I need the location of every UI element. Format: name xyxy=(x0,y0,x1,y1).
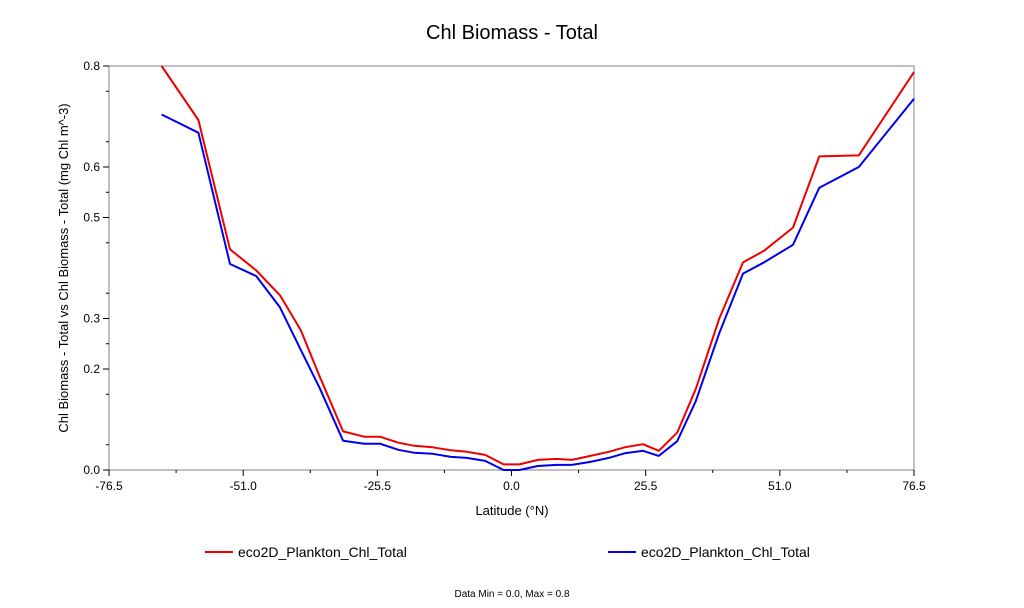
y-tick-label: 0.2 xyxy=(83,362,100,376)
series-group xyxy=(160,65,915,471)
x-axis: -76.5 -51.0 -25.5 0.0 25.5 51.0 76.5 xyxy=(95,470,926,493)
y-tick-label: 0.3 xyxy=(83,312,100,326)
series-line-0 xyxy=(160,65,915,466)
x-tick-label: 0.0 xyxy=(503,479,520,493)
x-tick-label: -76.5 xyxy=(95,479,123,493)
legend: eco2D_Plankton_Chl_Total eco2D_Plankton_… xyxy=(205,544,810,560)
y-tick-label: 0.5 xyxy=(83,211,100,225)
y-axis-label: Chl Biomass - Total vs Chl Biomass - Tot… xyxy=(56,103,71,432)
x-tick-label: 76.5 xyxy=(902,479,926,493)
data-range-note: Data Min = 0.0, Max = 0.8 xyxy=(454,589,569,600)
series-line-1 xyxy=(161,98,915,471)
x-tick-label: 25.5 xyxy=(634,479,658,493)
x-axis-label: Latitude (°N) xyxy=(475,503,548,518)
x-tick-label: 51.0 xyxy=(768,479,792,493)
legend-label-1: eco2D_Plankton_Chl_Total xyxy=(641,544,810,560)
plot-frame xyxy=(108,65,915,471)
chart-title: Chl Biomass - Total xyxy=(426,22,598,44)
y-axis: 0.0 0.2 0.3 0.5 0.6 0.8 xyxy=(83,59,109,477)
x-tick-label: -25.5 xyxy=(364,479,392,493)
plot-area xyxy=(108,65,915,471)
y-tick-label: 0.6 xyxy=(83,160,100,174)
legend-label-0: eco2D_Plankton_Chl_Total xyxy=(238,544,407,560)
x-tick-label: -51.0 xyxy=(229,479,257,493)
y-tick-label: 0.8 xyxy=(83,59,100,73)
y-tick-label: 0.0 xyxy=(83,463,100,477)
